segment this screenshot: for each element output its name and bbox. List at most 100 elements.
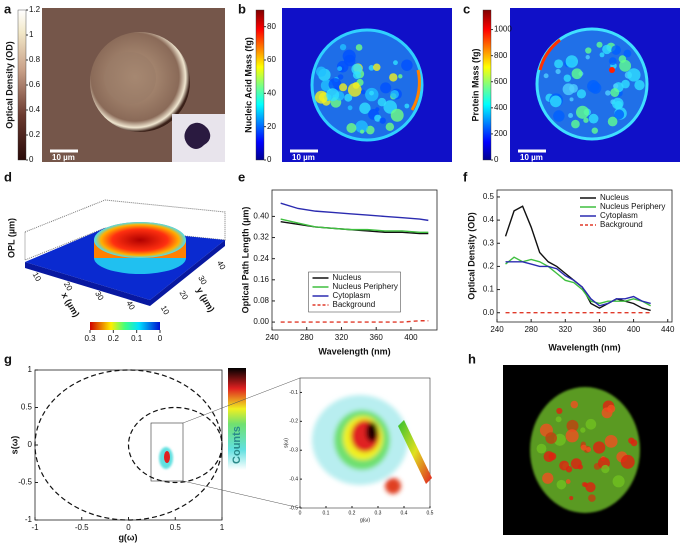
texture-spot (379, 117, 386, 124)
texture-spot (611, 45, 621, 55)
density-high (385, 478, 401, 494)
panel-label: e (238, 169, 245, 184)
y-tick-label: 0.1 (483, 285, 495, 294)
y-tick-label: 0.00 (253, 317, 269, 326)
x-tick-label: 360 (370, 333, 384, 342)
colorbar (90, 322, 160, 330)
axis-label: OPL (µm) (6, 218, 16, 258)
y-tick-label: -0.5 (289, 505, 298, 511)
colorbar-tick-label: 60 (267, 55, 276, 64)
x-tick-label: 0.4 (401, 510, 408, 516)
x-tick-label: 320 (335, 333, 349, 342)
texture-spot (571, 68, 583, 80)
texture-spot (369, 90, 374, 96)
y-tick-label: -0.1 (289, 390, 298, 396)
texture-spot (549, 95, 562, 108)
legend-label: Cytoplasm (600, 211, 638, 220)
texture-spot (374, 114, 382, 122)
texture-spot (337, 74, 344, 80)
y-tick-label: 20 (178, 289, 191, 302)
texture-spot (570, 400, 579, 409)
texture-spot (314, 90, 328, 104)
scale-bar-label: 10 µm (292, 153, 315, 162)
texture-spot (343, 54, 356, 67)
texture-spot (326, 88, 340, 102)
texture-spot (543, 451, 555, 462)
colorbar-tick-label: 80 (267, 22, 276, 31)
panel-label: g (4, 351, 12, 366)
axis-label: Optical Path Length (µm) (240, 207, 250, 314)
texture-spot (339, 83, 348, 92)
texture-spot (563, 74, 572, 82)
density (312, 395, 408, 494)
texture-spot (562, 83, 575, 96)
texture-spot (619, 59, 632, 72)
panel-label: b (238, 1, 246, 16)
texture-spot (337, 66, 343, 72)
texture-spot (360, 129, 365, 134)
texture-spot (328, 78, 342, 91)
texture-spot (611, 97, 624, 110)
texture-spot (585, 55, 590, 60)
texture-spot (555, 68, 561, 75)
y-tick-label: 0.08 (253, 296, 269, 305)
texture-spot (553, 110, 565, 122)
texture-spot (347, 82, 362, 97)
texture-spot (536, 443, 547, 454)
texture-spot (610, 88, 620, 97)
texture-spot (627, 68, 641, 82)
zoom-connector (182, 480, 301, 509)
texture-spot (593, 441, 606, 454)
colorbar-tick-label: 0.2 (29, 130, 41, 139)
y-tick-label: 0.0 (483, 308, 495, 317)
texture-spot (373, 63, 381, 71)
y-tick-label: -0.4 (289, 476, 298, 482)
y-tick-label: 0.4 (483, 215, 495, 224)
texture-spot (404, 103, 410, 109)
texture-spot (390, 108, 404, 122)
surface-side (25, 262, 150, 306)
texture-spot (569, 97, 574, 102)
colorbar-tick-label: 1000 (494, 25, 512, 34)
texture-spot (346, 122, 357, 133)
series-line (280, 320, 429, 323)
colorbar-tick-label: 0 (158, 334, 163, 343)
colorbar (228, 368, 246, 470)
colorbar-label: Nucleic Acid Mass (fg) (243, 37, 253, 133)
texture-spot (634, 80, 645, 91)
texture-spot (630, 439, 638, 447)
dome-top (94, 222, 186, 258)
y-tick-label: -0.2 (289, 419, 298, 425)
colorbar-tick-label: 400 (494, 103, 508, 112)
y-tick-label: 40 (215, 259, 228, 272)
colorbar-tick-label: 0.1 (131, 334, 143, 343)
texture-spot (389, 73, 398, 82)
axis-label: y (µm) (195, 286, 217, 314)
texture-spot (555, 416, 562, 423)
legend-label: Background (333, 300, 376, 309)
y-tick-label: 30 (196, 274, 209, 287)
texture-spot (612, 475, 625, 488)
x-tick-label: 0.2 (349, 510, 356, 516)
texture-spot (315, 66, 327, 77)
texture-spot (347, 105, 353, 111)
legend-label: Background (600, 220, 643, 229)
texture-spot (589, 82, 602, 94)
legend-label: Cytoplasm (333, 291, 371, 300)
axis-label: Wavelength (nm) (318, 346, 390, 356)
texture-spot (377, 97, 387, 107)
x-tick-label: 0.5 (427, 510, 434, 516)
texture-spot (344, 93, 353, 102)
y-tick-label: 0 (28, 440, 33, 449)
legend-label: Nucleus (600, 193, 629, 202)
texture-spot (339, 44, 347, 51)
colorbar-tick-label: 0.8 (29, 55, 41, 64)
texture-spot (607, 404, 616, 413)
texture-spot (604, 434, 618, 448)
texture-spot (596, 41, 603, 48)
texture-spot (390, 89, 399, 99)
texture-spot (577, 464, 583, 470)
axis-label: g(ω) (360, 517, 370, 523)
texture-spot (542, 472, 554, 484)
